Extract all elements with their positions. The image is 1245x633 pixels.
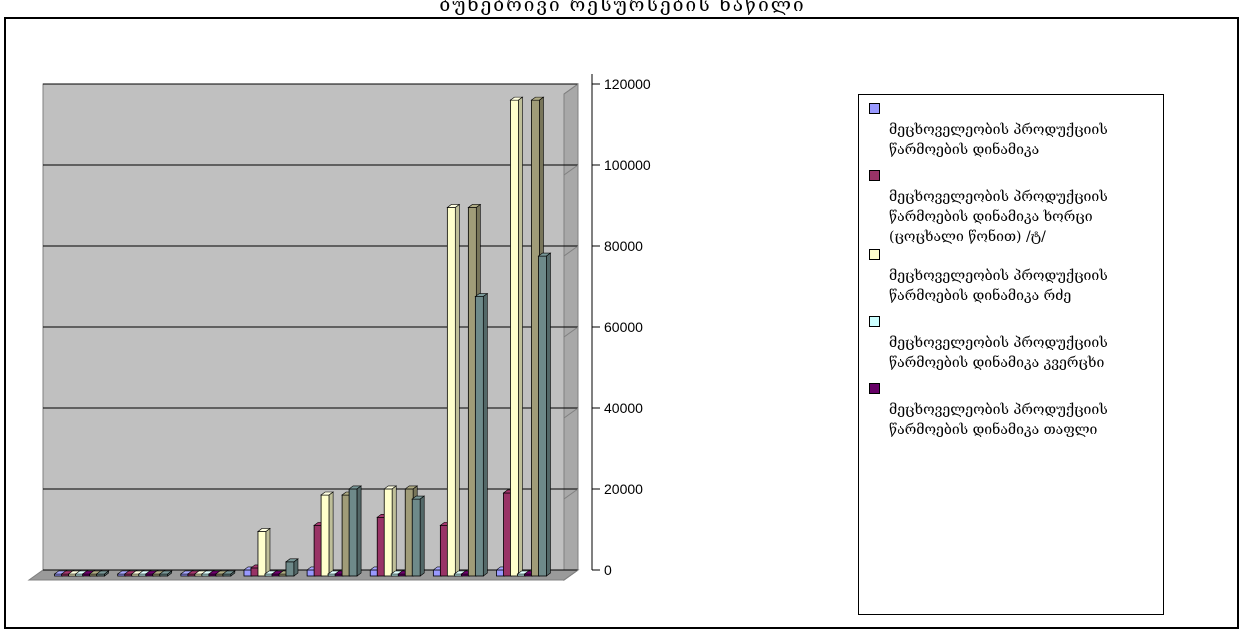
bar bbox=[474, 296, 484, 577]
bar bbox=[538, 255, 547, 577]
bar-side bbox=[328, 491, 334, 577]
gridline-side bbox=[563, 245, 579, 257]
legend-item: მეცხოველეობის პროდუქციის წარმოების დინამ… bbox=[867, 170, 1157, 247]
legend: მეცხოველეობის პროდუქციის წარმოების დინამ… bbox=[858, 94, 1164, 615]
legend-item: მეცხოველეობის პროდუქციის წარმოების დინამ… bbox=[867, 383, 1157, 440]
legend-label: მეცხოველეობის პროდუქციის წარმოების დინამ… bbox=[889, 189, 1108, 245]
bar-side bbox=[518, 96, 523, 577]
bar bbox=[446, 207, 456, 577]
legend-label: მეცხოველეობის პროდუქციის წარმოების დინამ… bbox=[889, 335, 1108, 371]
legend-swatch bbox=[869, 249, 880, 260]
y-tick-label: 0 bbox=[604, 562, 612, 578]
gridline-side bbox=[563, 326, 579, 338]
bar bbox=[285, 561, 295, 577]
bar bbox=[257, 531, 267, 577]
gridline-side bbox=[563, 488, 579, 500]
bar-side bbox=[230, 570, 236, 577]
gridline-side bbox=[563, 407, 579, 419]
bar bbox=[320, 494, 330, 577]
legend-swatch bbox=[869, 383, 880, 394]
y-tick-label: 100000 bbox=[604, 157, 651, 173]
bar bbox=[383, 488, 393, 577]
y-tick-label: 20000 bbox=[604, 481, 643, 497]
bar-side bbox=[546, 252, 551, 577]
chart-frame bbox=[4, 17, 1239, 629]
bar bbox=[411, 498, 421, 577]
gridline-side bbox=[563, 83, 579, 95]
y-tick-label: 40000 bbox=[604, 400, 643, 416]
y-tick-label: 120000 bbox=[604, 76, 651, 92]
bar-side bbox=[455, 203, 460, 577]
bar-side bbox=[483, 292, 488, 577]
bar-side bbox=[419, 495, 425, 577]
legend-swatch bbox=[869, 103, 880, 114]
legend-label: მეცხოველეობის პროდუქციის წარმოების დინამ… bbox=[889, 402, 1108, 438]
bar-side bbox=[265, 527, 271, 577]
bar-side bbox=[356, 485, 362, 577]
bar bbox=[510, 99, 519, 577]
gridline-side bbox=[563, 164, 579, 176]
legend-label: მეცხოველეობის პროდუქციის წარმოების დინამ… bbox=[889, 122, 1108, 158]
gridline-side bbox=[563, 569, 579, 581]
legend-item: მეცხოველეობის პროდუქციის წარმოების დინამ… bbox=[867, 249, 1157, 306]
plot-floor bbox=[27, 569, 580, 581]
bar-side bbox=[167, 570, 173, 577]
bar-side bbox=[293, 558, 299, 577]
legend-label: მეცხოველეობის პროდუქციის წარმოების დინამ… bbox=[889, 268, 1108, 304]
y-tick-label: 60000 bbox=[604, 319, 643, 335]
legend-item: მეცხოველეობის პროდუქციის წარმოების დინამ… bbox=[867, 316, 1157, 373]
bar-side bbox=[391, 485, 397, 577]
bar-side bbox=[104, 570, 109, 577]
legend-item: მეცხოველეობის პროდუქციის წარმოების დინამ… bbox=[867, 103, 1157, 160]
legend-swatch bbox=[869, 316, 880, 327]
chart-title: ბუნებრივი რესურსების ნაწილი bbox=[439, 0, 806, 16]
legend-swatch bbox=[869, 170, 880, 181]
y-tick-label: 80000 bbox=[604, 238, 643, 254]
bar bbox=[348, 488, 358, 577]
